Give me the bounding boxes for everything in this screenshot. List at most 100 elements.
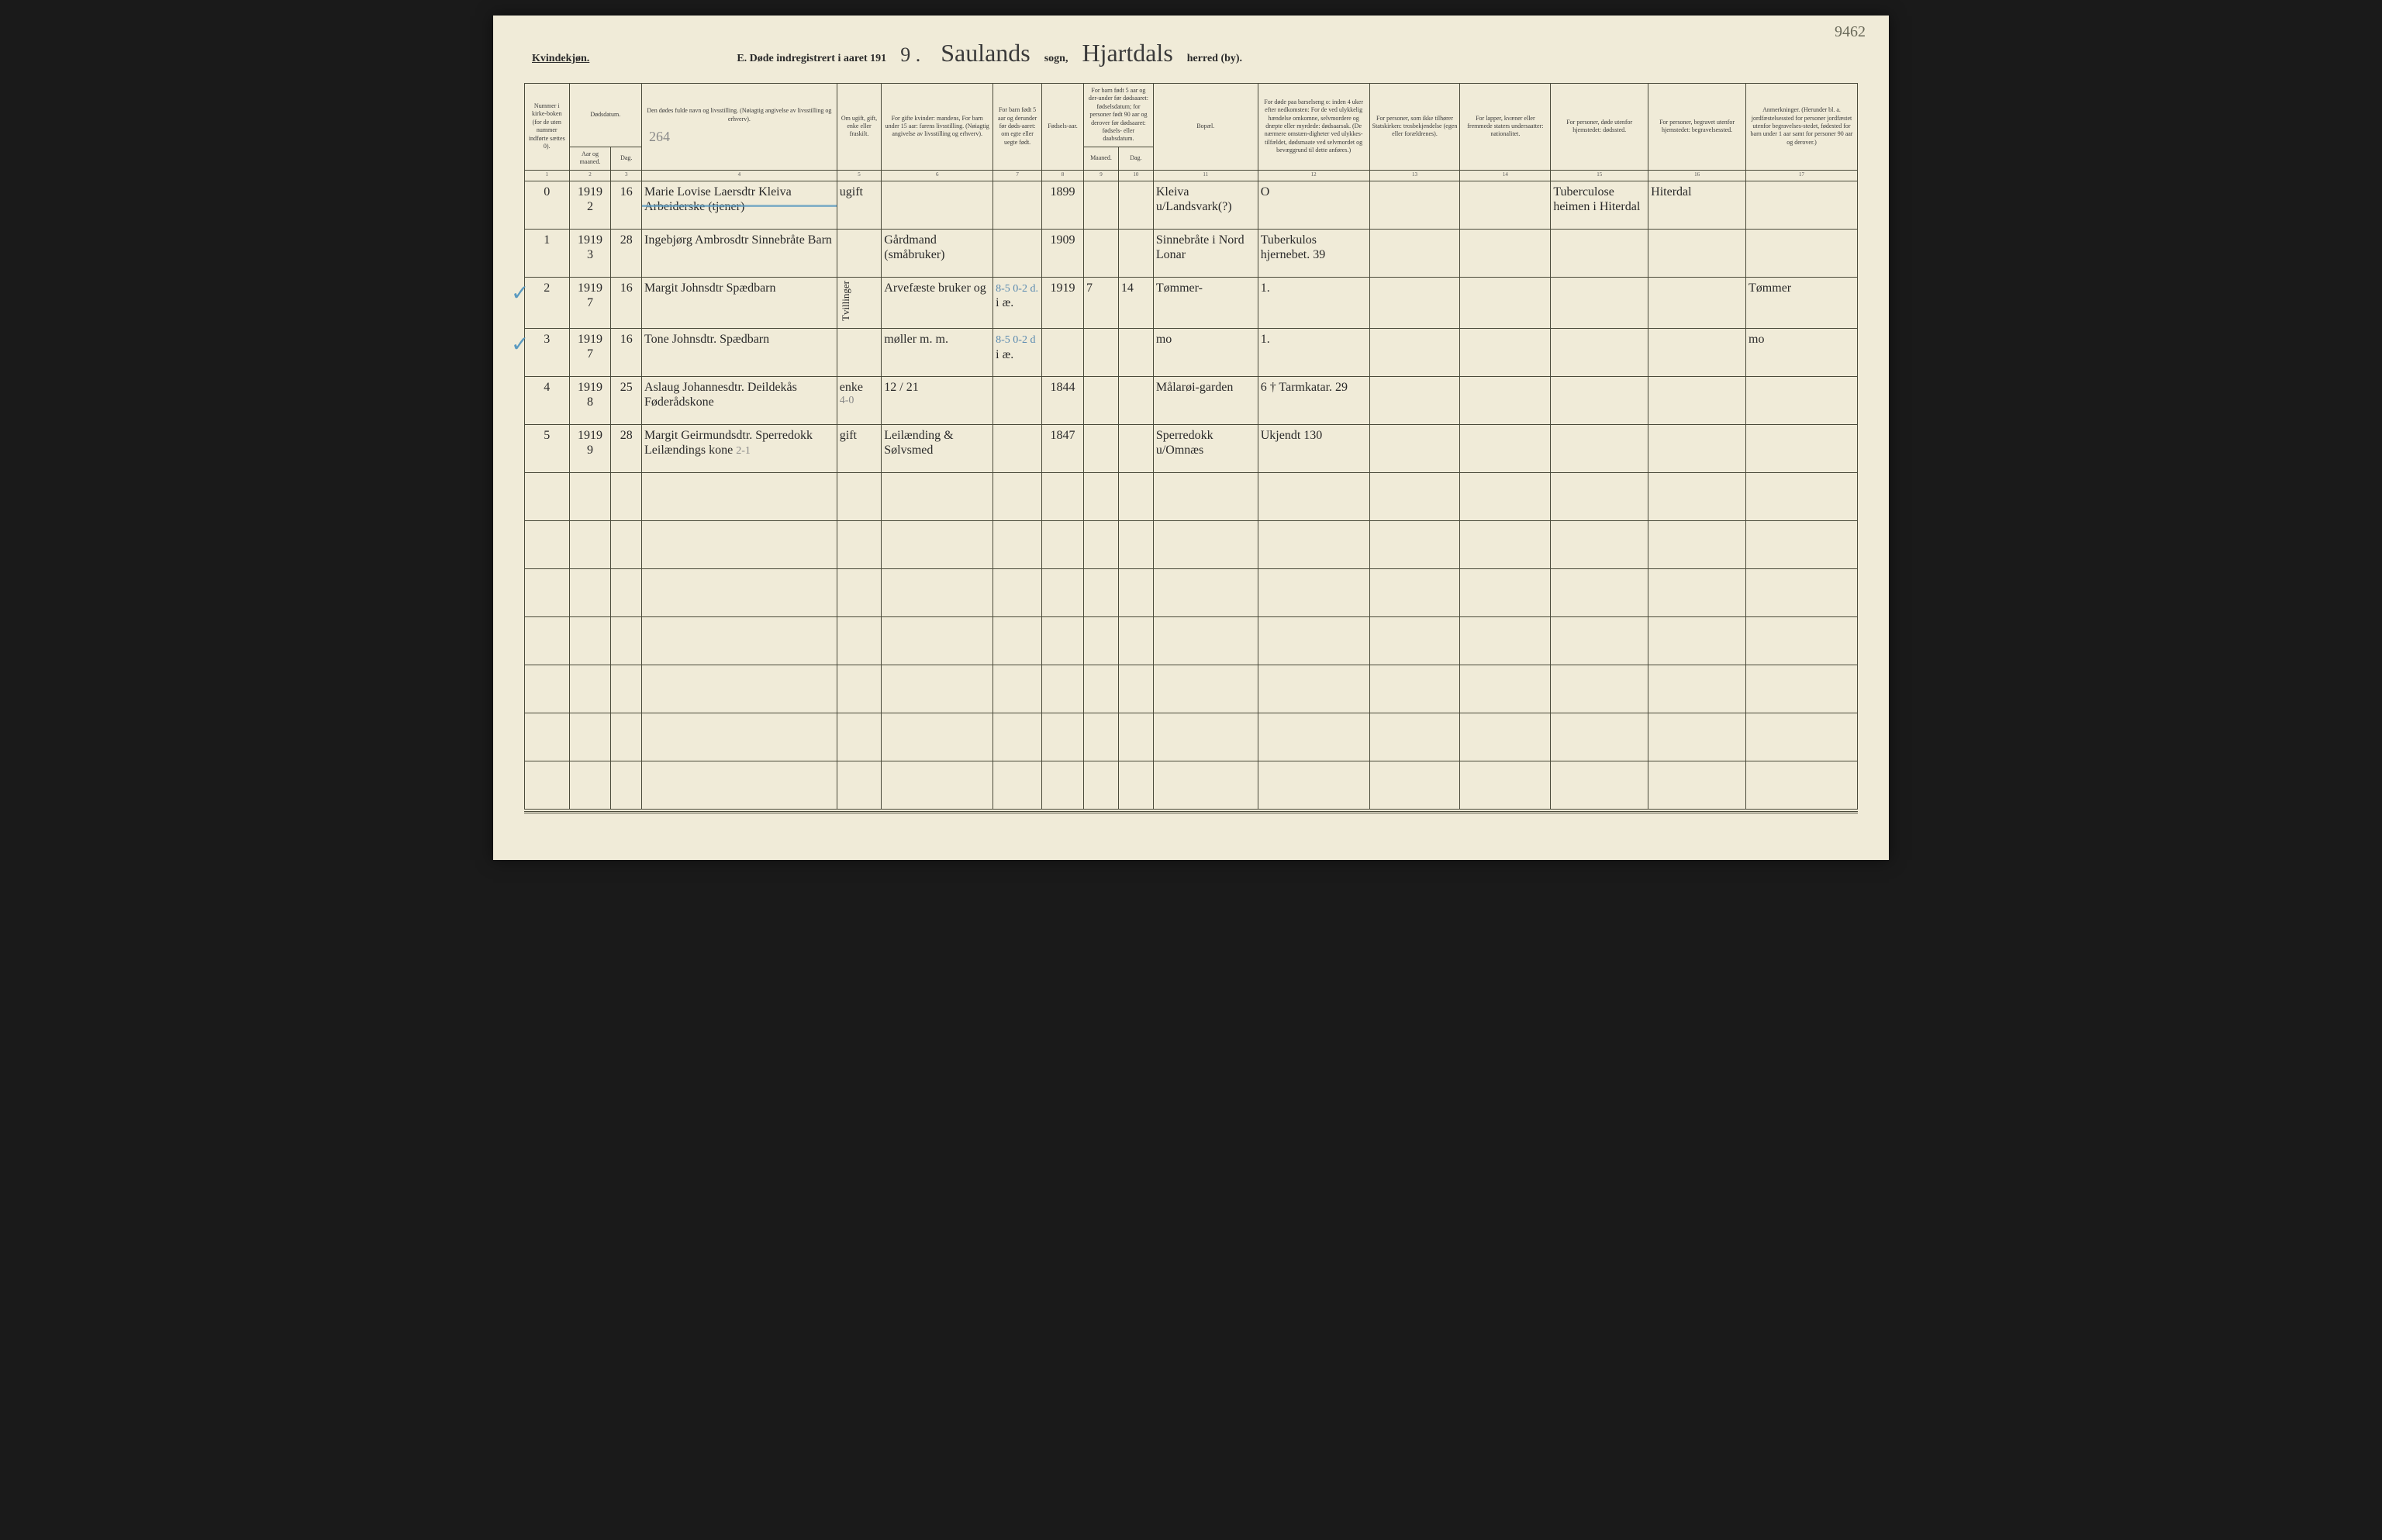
empty-cell: [882, 568, 993, 616]
nationality: [1460, 229, 1551, 277]
col-header-yearmonth: Aar og maaned.: [569, 147, 611, 170]
col-header-deathplace: For personer, døde utenfor hjemstedet: d…: [1551, 84, 1648, 171]
table-row: 41919825Aslaug Johannesdtr. Deildekås Fø…: [525, 376, 1858, 424]
column-number: 6: [882, 170, 993, 181]
empty-row: [525, 472, 1858, 520]
table-row: 51919928Margit Geirmundsdtr. Sperredokk …: [525, 424, 1858, 472]
birth-year: 1919: [1042, 277, 1084, 328]
legitimacy: 8-5 0-2 d.i æ.: [993, 277, 1042, 328]
empty-cell: [525, 520, 570, 568]
birth-month: [1083, 229, 1118, 277]
death-place: [1551, 328, 1648, 376]
death-cause: 1.: [1258, 328, 1369, 376]
page-header: Kvindekjøn. E. Døde indregistrert i aare…: [524, 39, 1858, 67]
page-number: 9462: [1835, 23, 1866, 41]
empty-cell: [1648, 568, 1746, 616]
row-number: 5: [525, 424, 570, 472]
residence: Tømmer-: [1153, 277, 1258, 328]
remarks: [1746, 181, 1858, 229]
year-month: 19198: [569, 376, 611, 424]
faith: [1369, 328, 1460, 376]
empty-cell: [611, 520, 642, 568]
column-number: 16: [1648, 170, 1746, 181]
residence: mo: [1153, 328, 1258, 376]
col-header-number: Nummer i kirke-boken (for de uten nummer…: [525, 84, 570, 171]
nationality: [1460, 424, 1551, 472]
empty-cell: [1258, 761, 1369, 809]
empty-cell: [1551, 568, 1648, 616]
col-header-residence: Bopæl.: [1153, 84, 1258, 171]
remarks: [1746, 376, 1858, 424]
empty-cell: [882, 472, 993, 520]
residence: Sperredokk u/Omnæs: [1153, 424, 1258, 472]
death-cause: O: [1258, 181, 1369, 229]
empty-cell: [1258, 472, 1369, 520]
legitimacy: [993, 229, 1042, 277]
empty-cell: [1648, 616, 1746, 665]
empty-cell: [1551, 761, 1648, 809]
empty-cell: [882, 665, 993, 713]
empty-cell: [611, 616, 642, 665]
marital-status: enke4-0: [837, 376, 882, 424]
faith: [1369, 424, 1460, 472]
column-number-row: 1234567891011121314151617: [525, 170, 1858, 181]
empty-cell: [1551, 472, 1648, 520]
column-number: 13: [1369, 170, 1460, 181]
death-day: 16: [611, 181, 642, 229]
birth-year: 1844: [1042, 376, 1084, 424]
column-number: 5: [837, 170, 882, 181]
name-cell: Marie Lovise Laersdtr Kleiva Arbeiderske…: [642, 181, 837, 229]
death-place: [1551, 277, 1648, 328]
burial-place: [1648, 376, 1746, 424]
table-row: 01919216Marie Lovise Laersdtr Kleiva Arb…: [525, 181, 1858, 229]
year-month: 19197: [569, 277, 611, 328]
empty-cell: [1746, 472, 1858, 520]
empty-cell: [1042, 761, 1084, 809]
col-header-faith: For personer, som ikke tilhører Statskir…: [1369, 84, 1460, 171]
row-number: ✓2: [525, 277, 570, 328]
empty-cell: [993, 568, 1042, 616]
empty-cell: [1153, 568, 1258, 616]
birth-day: [1118, 229, 1153, 277]
remarks: [1746, 229, 1858, 277]
empty-row: [525, 616, 1858, 665]
empty-cell: [1648, 665, 1746, 713]
herred-label: herred (by).: [1187, 53, 1242, 65]
birth-month: [1083, 181, 1118, 229]
empty-cell: [993, 520, 1042, 568]
column-number: 4: [642, 170, 837, 181]
empty-cell: [569, 568, 611, 616]
empty-cell: [837, 520, 882, 568]
col-header-name: Den dødes fulde navn og livsstilling. (N…: [642, 84, 837, 171]
check-mark: ✓: [511, 332, 529, 358]
col-header-day: Dag.: [611, 147, 642, 170]
empty-cell: [1153, 665, 1258, 713]
parent-occupation: [882, 181, 993, 229]
marital-status: gift: [837, 424, 882, 472]
empty-cell: [837, 713, 882, 761]
name-cell: Ingebjørg Ambrosdtr Sinnebråte Barn: [642, 229, 837, 277]
empty-cell: [1551, 616, 1648, 665]
faith: [1369, 181, 1460, 229]
residence: Målarøi-garden: [1153, 376, 1258, 424]
empty-cell: [642, 665, 837, 713]
year-month: 19197: [569, 328, 611, 376]
birth-day: 14: [1118, 277, 1153, 328]
row-number: 4: [525, 376, 570, 424]
empty-cell: [642, 520, 837, 568]
burial-place: [1648, 424, 1746, 472]
empty-cell: [993, 665, 1042, 713]
marital-status: [837, 229, 882, 277]
nationality: [1460, 277, 1551, 328]
death-day: 25: [611, 376, 642, 424]
empty-row: [525, 520, 1858, 568]
empty-cell: [1746, 520, 1858, 568]
empty-cell: [1042, 665, 1084, 713]
sogn-label: sogn,: [1044, 53, 1068, 65]
empty-cell: [569, 761, 611, 809]
death-register-table: Nummer i kirke-boken (for de uten nummer…: [524, 83, 1858, 810]
death-cause: 6 † Tarmkatar. 29: [1258, 376, 1369, 424]
empty-cell: [1551, 713, 1648, 761]
empty-row: [525, 713, 1858, 761]
empty-cell: [1083, 472, 1118, 520]
